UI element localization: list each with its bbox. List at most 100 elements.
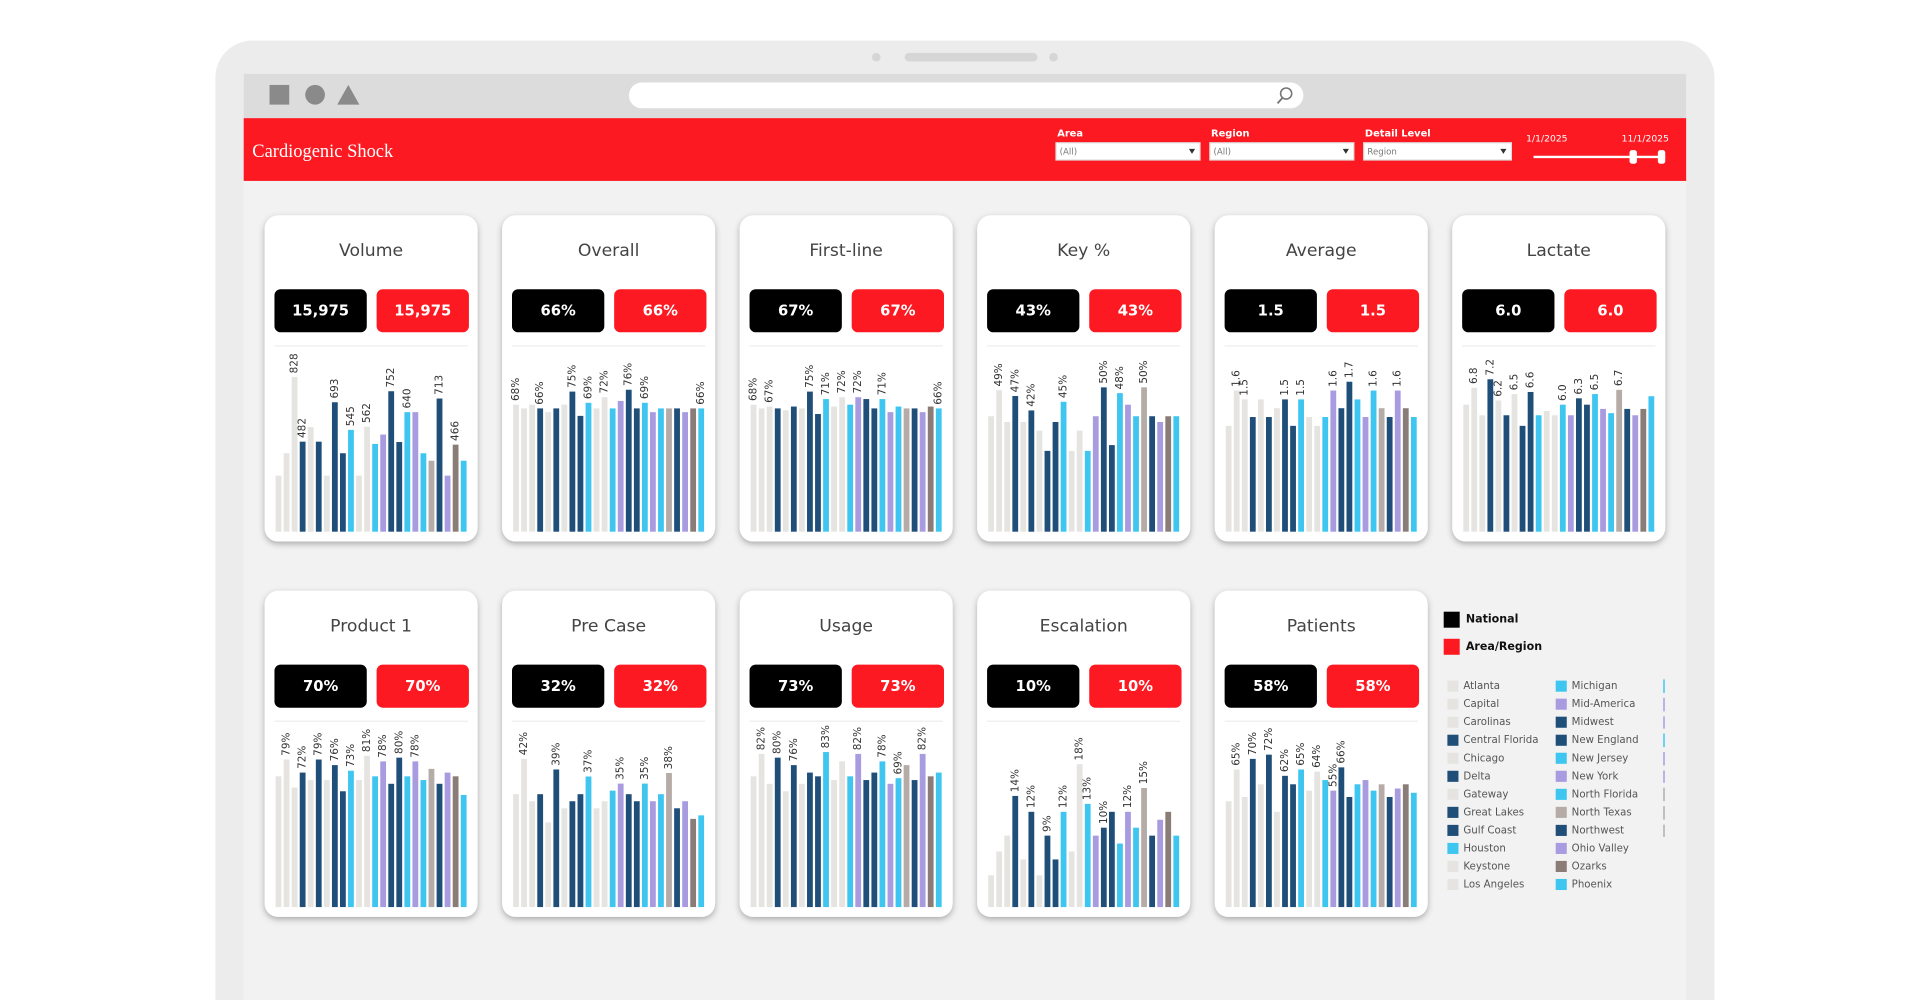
bar-value-label: 71%	[876, 372, 888, 395]
bar-value-label: 82%	[917, 727, 929, 750]
kpi-area-box	[1089, 289, 1182, 333]
bar	[428, 768, 435, 908]
bar-value-label: 66%	[933, 381, 945, 404]
filter-dropdown[interactable]	[1055, 142, 1201, 161]
bar-value-label: 6.0	[1557, 384, 1569, 401]
bar	[1640, 408, 1647, 532]
kpi-area-box	[1564, 289, 1657, 333]
bar	[1265, 417, 1272, 532]
bar	[545, 822, 552, 908]
bar-value-label: 18%	[1074, 737, 1086, 760]
legend-swatch	[1447, 878, 1459, 891]
legend-swatch	[1555, 716, 1567, 728]
icon-circle[interactable]	[305, 84, 325, 105]
legend-swatch	[1555, 878, 1567, 891]
bar	[609, 790, 616, 908]
bar-value-label: 828	[289, 353, 301, 373]
bar	[633, 801, 640, 908]
bar	[887, 412, 894, 532]
bar-value-label: 1.6	[1231, 370, 1243, 387]
bar	[404, 776, 411, 908]
bar	[1362, 417, 1369, 532]
bar-value-label: 15%	[1138, 761, 1150, 784]
screen	[243, 73, 1687, 1000]
bar	[1600, 408, 1606, 532]
legend-swatch	[1447, 680, 1459, 692]
bar	[593, 408, 600, 532]
bar	[911, 408, 918, 532]
bar-value-label: 55%	[1327, 764, 1339, 787]
bar	[569, 801, 576, 908]
bar	[666, 773, 672, 908]
kpi-card: Key % 43% 43% 49% 47% 42% 45% 50% 48% 50%	[977, 215, 1191, 542]
date-slider-handle[interactable]	[1629, 150, 1637, 164]
bar	[798, 783, 805, 908]
kpi-national: 73%	[778, 678, 814, 695]
card-title: Pre Case	[571, 616, 646, 636]
card-title: Patients	[1287, 616, 1356, 636]
bar	[1274, 408, 1280, 532]
bar	[1616, 389, 1623, 532]
kpi-area-box	[376, 289, 469, 333]
bar	[444, 772, 451, 908]
search-icon[interactable]	[1279, 87, 1293, 100]
bar	[766, 783, 773, 908]
app-title: Cardiogenic Shock	[252, 141, 394, 161]
legend-swatch	[1555, 806, 1567, 818]
bar	[1044, 450, 1051, 532]
address-bar[interactable]	[628, 82, 1304, 109]
bar-value-label: 1.5	[1239, 379, 1251, 396]
bar	[1249, 417, 1256, 532]
bar	[1028, 410, 1035, 532]
bar	[1298, 399, 1305, 532]
bar	[569, 391, 576, 532]
bar	[1338, 767, 1345, 908]
bar	[380, 434, 387, 532]
bar	[1265, 754, 1272, 908]
bar	[420, 780, 427, 908]
bar	[698, 408, 705, 532]
bar-value-label: 12%	[1122, 785, 1134, 808]
bar	[553, 408, 560, 532]
dropdown-arrow	[1342, 148, 1349, 154]
bar-value-label: 13%	[1082, 777, 1094, 800]
bar	[1165, 416, 1172, 532]
icon-square[interactable]	[269, 84, 290, 105]
legend-label: Great Lakes	[1463, 807, 1524, 818]
filter-label: Area	[1057, 129, 1083, 140]
bar	[1314, 771, 1321, 908]
bar	[1125, 811, 1131, 908]
bar-value-label: 66%	[695, 381, 707, 404]
bar-value-label: 752	[385, 368, 397, 388]
date-slider-handle[interactable]	[1657, 150, 1666, 164]
bar	[1020, 859, 1027, 908]
kpi-national: 15,975	[292, 302, 349, 319]
bar-value-label: 76%	[623, 363, 635, 386]
bar	[633, 408, 640, 532]
bar-value-label: 75%	[566, 365, 578, 388]
bar	[847, 776, 854, 908]
bar-value-label: 69%	[639, 376, 651, 399]
bar	[1149, 416, 1156, 532]
bar-value-label: 66%	[534, 381, 546, 404]
kpi-card: Lactate 6.0 6.0 6.8 7.2 6.2 6.5 6.6 6.0 6.3 6.5 6.7	[1452, 215, 1666, 542]
bar	[291, 377, 298, 532]
kpi-area: 43%	[1118, 302, 1154, 319]
filter-dropdown[interactable]	[1209, 142, 1355, 161]
bar	[339, 453, 346, 532]
icon-triangle[interactable]	[337, 84, 360, 105]
legend-swatch	[1555, 788, 1567, 800]
bar	[1108, 811, 1115, 908]
legend-label: North Florida	[1572, 789, 1639, 800]
date-end: 11/1/2025	[1622, 134, 1669, 145]
bar	[927, 406, 934, 532]
bar	[988, 416, 995, 532]
bar	[1306, 790, 1313, 908]
bar	[412, 761, 419, 908]
bar	[1100, 387, 1107, 532]
bar-value-label: 72%	[599, 370, 611, 393]
bar-value-label: 65%	[1231, 742, 1243, 765]
kpi-national: 58%	[1253, 678, 1289, 695]
filter-dropdown[interactable]	[1363, 142, 1513, 161]
